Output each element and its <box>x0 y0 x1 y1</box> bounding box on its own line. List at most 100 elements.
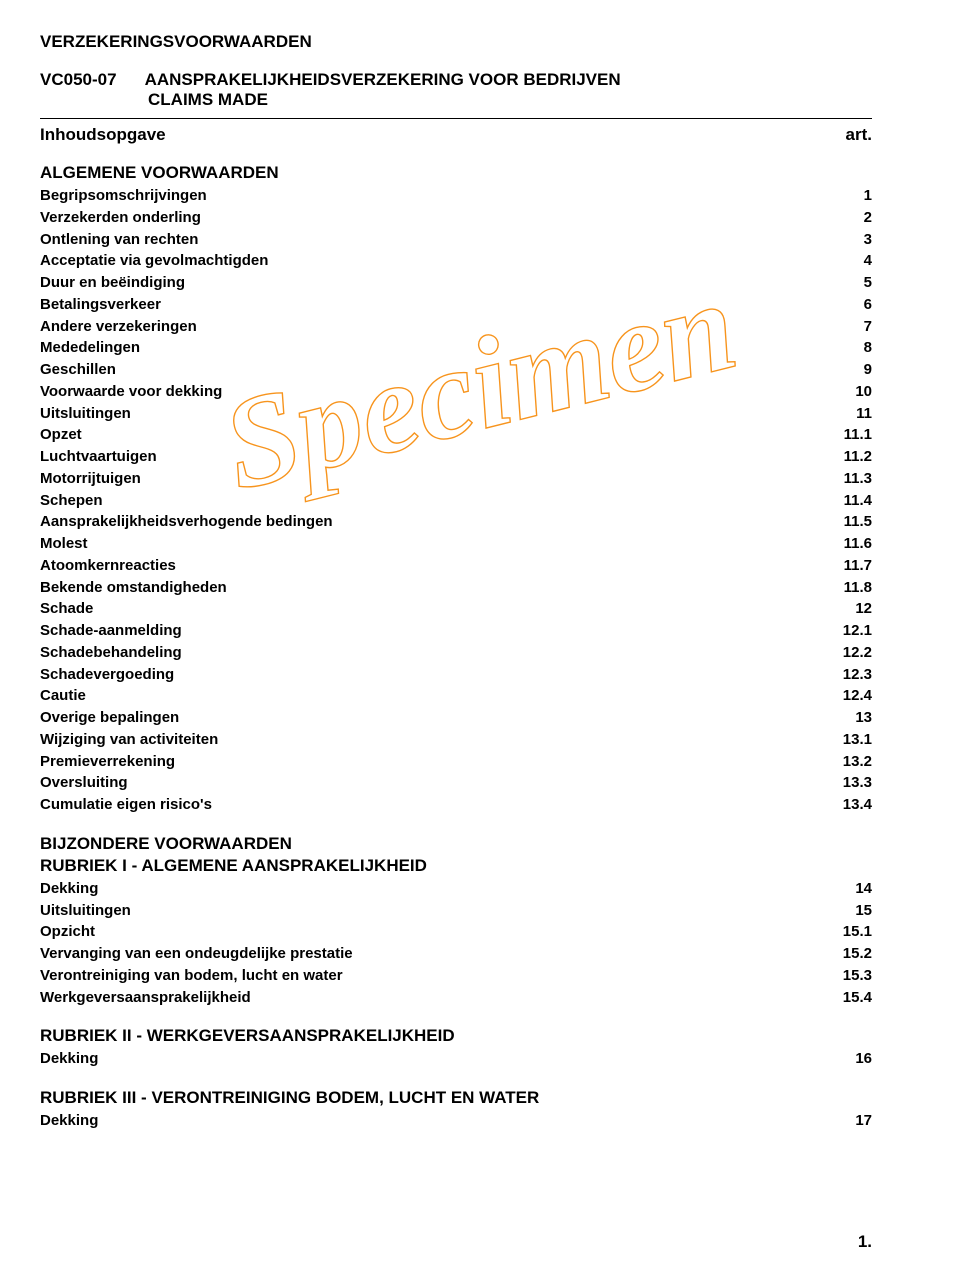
toc-row: Dekking17 <box>40 1110 872 1132</box>
toc-item-article: 11.3 <box>828 468 872 490</box>
toc-row: Andere verzekeringen7 <box>40 316 872 338</box>
toc-row: Werkgeversaansprakelijkheid15.4 <box>40 987 872 1009</box>
toc-item-label: Molest <box>40 533 828 555</box>
toc-item-label: Bekende omstandigheden <box>40 577 828 599</box>
section-algemene-title: ALGEMENE VOORWAARDEN <box>40 163 872 183</box>
toc-item-label: Overige bepalingen <box>40 707 839 729</box>
toc-item-label: Betalingsverkeer <box>40 294 848 316</box>
toc-item-article: 6 <box>848 294 872 316</box>
toc-row: Ontlening van rechten3 <box>40 229 872 251</box>
rubriek-3-list: Dekking17 <box>40 1110 872 1132</box>
rubriek-1-list: Dekking14Uitsluitingen15Opzicht15.1Verva… <box>40 878 872 1009</box>
toc-item-article: 12.4 <box>827 685 872 707</box>
toc-item-article: 11.5 <box>828 511 872 533</box>
toc-item-label: Geschillen <box>40 359 848 381</box>
toc-item-article: 17 <box>839 1110 872 1132</box>
toc-item-label: Premieverrekening <box>40 751 827 773</box>
toc-item-label: Duur en beëindiging <box>40 272 848 294</box>
toc-item-article: 9 <box>848 359 872 381</box>
toc-row: Geschillen9 <box>40 359 872 381</box>
toc-item-label: Aansprakelijkheidsverhogende bedingen <box>40 511 828 533</box>
toc-row: Acceptatie via gevolmachtigden4 <box>40 250 872 272</box>
toc-item-label: Motorrijtuigen <box>40 468 828 490</box>
toc-row: Premieverrekening13.2 <box>40 751 872 773</box>
toc-item-article: 4 <box>848 250 872 272</box>
toc-item-article: 12 <box>839 598 872 620</box>
toc-item-label: Uitsluitingen <box>40 403 840 425</box>
toc-item-label: Vervanging van een ondeugdelijke prestat… <box>40 943 827 965</box>
toc-row: Verontreiniging van bodem, lucht en wate… <box>40 965 872 987</box>
toc-row: Vervanging van een ondeugdelijke prestat… <box>40 943 872 965</box>
rubriek-2-list: Dekking16 <box>40 1048 872 1070</box>
toc-item-label: Schade <box>40 598 839 620</box>
toc-item-article: 1 <box>848 185 872 207</box>
rubriek-3-title: RUBRIEK III - VERONTREINIGING BODEM, LUC… <box>40 1088 872 1108</box>
toc-item-article: 15.4 <box>827 987 872 1009</box>
toc-row: Schadebehandeling12.2 <box>40 642 872 664</box>
toc-item-article: 14 <box>839 878 872 900</box>
toc-item-article: 13.4 <box>827 794 872 816</box>
toc-item-label: Verontreiniging van bodem, lucht en wate… <box>40 965 827 987</box>
toc-row: Aansprakelijkheidsverhogende bedingen11.… <box>40 511 872 533</box>
toc-item-article: 11.2 <box>828 446 872 468</box>
toc-item-article: 13.3 <box>827 772 872 794</box>
toc-item-label: Andere verzekeringen <box>40 316 848 338</box>
toc-row: Bekende omstandigheden11.8 <box>40 577 872 599</box>
toc-item-label: Schadevergoeding <box>40 664 827 686</box>
toc-item-article: 11.4 <box>828 490 872 512</box>
toc-item-article: 2 <box>848 207 872 229</box>
toc-row: Begripsomschrijvingen1 <box>40 185 872 207</box>
toc-item-label: Uitsluitingen <box>40 900 839 922</box>
toc-item-article: 11.7 <box>828 555 872 577</box>
toc-item-article: 15.2 <box>827 943 872 965</box>
toc-row: Atoomkernreacties11.7 <box>40 555 872 577</box>
claims-made-label: CLAIMS MADE <box>148 90 872 110</box>
toc-item-label: Cumulatie eigen risico's <box>40 794 827 816</box>
toc-row: Overige bepalingen13 <box>40 707 872 729</box>
toc-header: Inhoudsopgave art. <box>40 125 872 145</box>
toc-item-article: 15 <box>839 900 872 922</box>
main-title: VERZEKERINGSVOORWAARDEN <box>40 32 872 52</box>
toc-row: Cautie12.4 <box>40 685 872 707</box>
toc-item-article: 3 <box>848 229 872 251</box>
rubriek-2-title: RUBRIEK II - WERKGEVERSAANSPRAKELIJKHEID <box>40 1026 872 1046</box>
toc-row: Dekking14 <box>40 878 872 900</box>
toc-item-label: Opzicht <box>40 921 827 943</box>
section-algemene-list: Begripsomschrijvingen1Verzekerden onderl… <box>40 185 872 816</box>
toc-row: Schade12 <box>40 598 872 620</box>
toc-item-article: 11 <box>840 403 872 425</box>
toc-item-article: 15.1 <box>827 921 872 943</box>
toc-item-article: 13 <box>839 707 872 729</box>
toc-item-label: Dekking <box>40 1048 839 1070</box>
toc-item-label: Atoomkernreacties <box>40 555 828 577</box>
toc-item-label: Cautie <box>40 685 827 707</box>
toc-row: Cumulatie eigen risico's13.4 <box>40 794 872 816</box>
toc-item-label: Schepen <box>40 490 828 512</box>
toc-item-label: Schadebehandeling <box>40 642 827 664</box>
toc-item-label: Ontlening van rechten <box>40 229 848 251</box>
toc-row: Verzekerden onderling2 <box>40 207 872 229</box>
product-code: VC050-07 <box>40 70 117 90</box>
section-bijzondere-title: BIJZONDERE VOORWAARDEN <box>40 834 872 854</box>
toc-row: Wijziging van activiteiten13.1 <box>40 729 872 751</box>
toc-item-article: 12.2 <box>827 642 872 664</box>
divider <box>40 118 872 119</box>
toc-item-article: 16 <box>839 1048 872 1070</box>
toc-row: Oversluiting13.3 <box>40 772 872 794</box>
toc-item-article: 8 <box>848 337 872 359</box>
toc-row: Uitsluitingen15 <box>40 900 872 922</box>
toc-item-article: 11.6 <box>828 533 872 555</box>
toc-item-label: Acceptatie via gevolmachtigden <box>40 250 848 272</box>
toc-item-label: Wijziging van activiteiten <box>40 729 827 751</box>
product-code-row: VC050-07 AANSPRAKELIJKHEIDSVERZEKERING V… <box>40 70 872 90</box>
toc-row: Schepen11.4 <box>40 490 872 512</box>
toc-row: Schadevergoeding12.3 <box>40 664 872 686</box>
toc-item-label: Werkgeversaansprakelijkheid <box>40 987 827 1009</box>
page-number: 1. <box>858 1232 872 1252</box>
toc-item-label: Oversluiting <box>40 772 827 794</box>
toc-item-article: 5 <box>848 272 872 294</box>
toc-row: Duur en beëindiging5 <box>40 272 872 294</box>
toc-item-label: Dekking <box>40 1110 839 1132</box>
toc-item-article: 12.1 <box>827 620 872 642</box>
toc-item-label: Luchtvaartuigen <box>40 446 828 468</box>
